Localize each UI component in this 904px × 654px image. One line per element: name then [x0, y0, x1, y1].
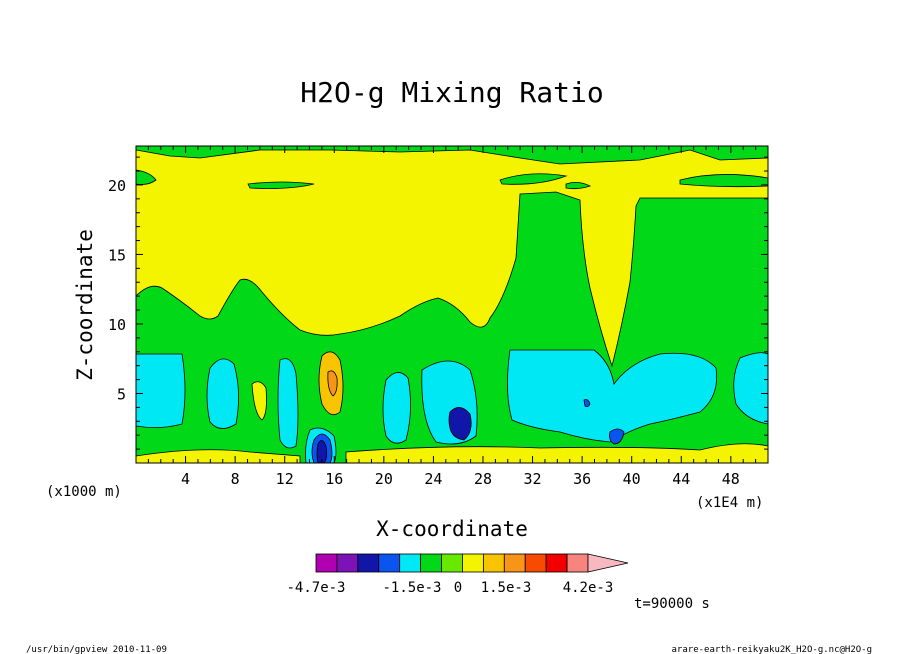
x-tick-label: 4	[181, 470, 190, 488]
y-axis: 5 10 15 20	[108, 156, 768, 450]
x-tick-label: 40	[623, 470, 641, 488]
colorbar-swatch	[503, 553, 526, 573]
colorbar-swatch	[315, 553, 338, 573]
x-tick-label: 36	[573, 470, 591, 488]
y-tick-label: 15	[108, 246, 126, 264]
x-axis: 4 8 12 16 20 24 28 32 36 40 44 48	[147, 146, 757, 488]
colorbar-swatch	[441, 553, 463, 573]
cyan-cell	[206, 358, 239, 429]
chart-title: H2O-g Mixing Ratio	[300, 76, 603, 109]
cyan-cell	[733, 352, 768, 425]
blue-core-dark	[316, 440, 328, 463]
colorbar-swatch	[420, 553, 442, 573]
orange-core	[327, 370, 338, 397]
x-tick-label: 44	[672, 470, 690, 488]
colorbar-label: 1.5e-3	[481, 580, 532, 596]
green-top-band	[136, 146, 768, 165]
colorbar-label: 4.2e-3	[563, 580, 614, 596]
x-axis-label: X-coordinate	[376, 517, 528, 541]
colorbar-swatch	[357, 553, 380, 573]
blue-core	[609, 428, 625, 445]
x-tick-label: 16	[325, 470, 343, 488]
footer-left: /usr/bin/gpview 2010-11-09	[26, 645, 167, 654]
x-tick-label: 12	[276, 470, 294, 488]
contour-field	[136, 146, 768, 463]
plot-frame	[135, 145, 769, 464]
colorbar-labels: -4.7e-3 -1.5e-3 0 1.5e-3 4.2e-3	[286, 580, 613, 596]
x-tick-label: 28	[474, 470, 492, 488]
colorbar-swatch	[566, 553, 589, 573]
x-tick-label: 20	[375, 470, 393, 488]
x-axis-annotation: (x1E4 m)	[696, 495, 763, 511]
yellow-thin-cell	[251, 381, 267, 421]
green-patch	[679, 174, 768, 188]
cyan-cell	[277, 358, 299, 449]
yellow-low-strip	[345, 443, 768, 463]
y-axis-label: Z-coordinate	[73, 229, 97, 381]
colorbar-label: -1.5e-3	[382, 580, 441, 596]
cyan-cell	[136, 353, 186, 428]
colorbar-swatch	[545, 553, 568, 573]
colorbar-label: 0	[454, 580, 462, 596]
colorbar-swatch	[378, 553, 401, 573]
y-tick-label: 20	[108, 177, 126, 195]
colorbar-label: -4.7e-3	[286, 580, 345, 596]
y-tick-label: 10	[108, 316, 126, 334]
time-label: t=90000 s	[634, 596, 710, 612]
cyan-cell	[382, 372, 411, 444]
green-patch	[565, 182, 592, 190]
colorbar-swatch	[336, 553, 359, 573]
cyan-cell	[507, 349, 718, 443]
x-tick-label: 24	[424, 470, 442, 488]
x-unit-label: (x1000 m)	[46, 484, 122, 500]
green-patch	[247, 181, 315, 189]
colorbar-swatch	[399, 553, 422, 573]
y-tick-label: 5	[117, 385, 126, 403]
colorbar-swatch	[462, 553, 484, 573]
blue-core	[448, 407, 472, 441]
blue-core	[583, 399, 591, 408]
footer-right: arare-earth-reikyaku2K_H2O-g.nc@H2O-g	[672, 645, 872, 654]
green-patch	[499, 173, 568, 185]
colorbar-swatch	[524, 553, 547, 573]
colorbar-swatch	[482, 553, 505, 573]
colorbar-arrow	[587, 553, 629, 573]
x-tick-label: 32	[524, 470, 542, 488]
x-tick-label: 48	[722, 470, 740, 488]
colorbar	[315, 553, 629, 573]
x-tick-label: 8	[231, 470, 240, 488]
yellow-low-strip	[136, 449, 301, 463]
